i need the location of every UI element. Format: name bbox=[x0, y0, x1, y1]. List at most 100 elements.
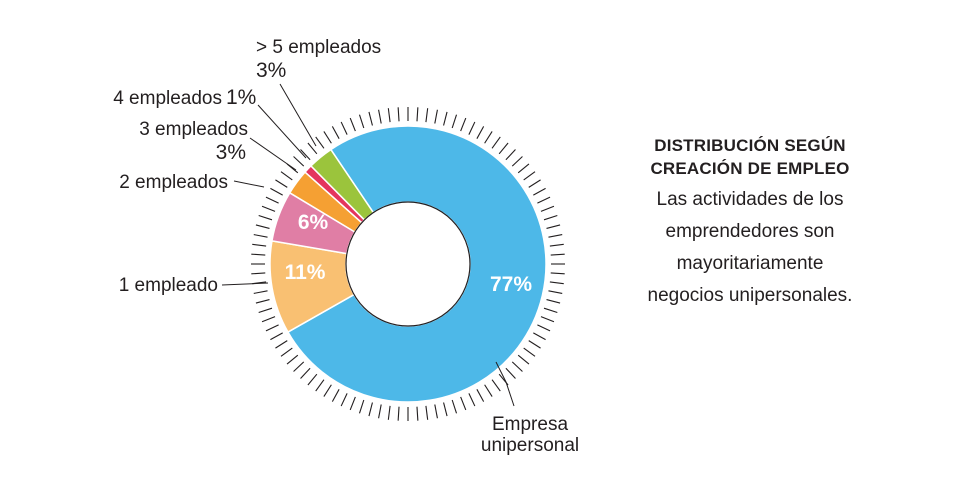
tick-mark bbox=[300, 367, 311, 379]
description-line1: Las actividades de los bbox=[656, 189, 844, 210]
leader-1-empleado bbox=[221, 282, 269, 286]
description-title-line1: DISTRIBUCIÓN SEGÚN bbox=[654, 136, 846, 155]
tick-mark bbox=[340, 393, 348, 407]
tick-mark bbox=[280, 347, 293, 357]
tick-mark bbox=[468, 393, 476, 407]
tick-mark bbox=[275, 340, 288, 349]
value-label-6: 6% bbox=[298, 211, 329, 234]
tick-mark bbox=[349, 117, 356, 132]
tick-mark bbox=[323, 384, 332, 397]
tick-mark bbox=[546, 299, 561, 304]
description-text: Las actividades de los emprendedores son… bbox=[612, 184, 888, 312]
leader-3-empleados bbox=[249, 137, 297, 171]
tick-mark bbox=[270, 332, 283, 341]
tick-mark bbox=[286, 354, 299, 365]
tick-mark bbox=[523, 171, 536, 181]
tick-mark bbox=[460, 117, 467, 132]
description-line4: negocios unipersonales. bbox=[647, 285, 853, 306]
tick-mark bbox=[548, 234, 563, 238]
tick-mark bbox=[476, 389, 485, 402]
tick-mark bbox=[451, 114, 458, 129]
tick-mark bbox=[368, 402, 373, 417]
tick-mark bbox=[491, 136, 501, 149]
tick-mark bbox=[323, 131, 332, 144]
tick-mark bbox=[533, 187, 546, 196]
tick-mark bbox=[255, 224, 270, 229]
tick-mark bbox=[349, 396, 356, 411]
tick-mark bbox=[253, 234, 268, 238]
tick-mark bbox=[378, 404, 382, 419]
label-3-empleados: 3 empleados bbox=[139, 119, 248, 140]
tick-mark bbox=[443, 111, 448, 126]
tick-ring bbox=[251, 107, 565, 421]
leader-2-empleados bbox=[233, 180, 265, 188]
leader-5-empleados bbox=[279, 83, 317, 147]
label-5-empleados: > 5 empleados bbox=[256, 37, 381, 58]
tick-mark bbox=[468, 121, 476, 135]
donut-chart: 77% 11% 6% Empresa unipersonal 1 emplead… bbox=[113, 37, 579, 456]
tick-mark bbox=[498, 142, 509, 155]
tick-mark bbox=[280, 171, 293, 181]
tick-mark bbox=[293, 361, 305, 372]
tick-mark bbox=[540, 205, 555, 212]
tick-mark bbox=[549, 281, 564, 285]
tick-mark bbox=[537, 324, 551, 332]
tick-mark bbox=[252, 243, 267, 247]
label-unipersonal: unipersonal bbox=[481, 435, 579, 456]
value-label-11: 11% bbox=[285, 261, 326, 284]
label-4-empleados-pct: 1% bbox=[226, 86, 256, 109]
tick-mark bbox=[511, 361, 523, 372]
tick-mark bbox=[476, 126, 485, 139]
tick-mark bbox=[265, 324, 279, 332]
tick-mark bbox=[251, 272, 266, 275]
description-title: DISTRIBUCIÓN SEGÚN CREACIÓN DE EMPLEO bbox=[612, 134, 888, 180]
inner-ring bbox=[345, 201, 471, 327]
tick-mark bbox=[549, 243, 564, 247]
tick-mark bbox=[258, 307, 273, 314]
tick-mark bbox=[331, 126, 340, 139]
description-title-line2: CREACIÓN DE EMPLEO bbox=[650, 159, 850, 178]
tick-mark bbox=[315, 136, 325, 149]
tick-mark bbox=[253, 290, 268, 294]
label-1-empleado: 1 empleado bbox=[119, 275, 218, 296]
tick-mark bbox=[460, 396, 467, 411]
tick-mark bbox=[550, 253, 565, 256]
tick-mark bbox=[491, 379, 501, 392]
tick-mark bbox=[358, 114, 365, 129]
tick-mark bbox=[511, 156, 523, 167]
label-5-empleados-pct: 3% bbox=[256, 59, 286, 82]
tick-mark bbox=[258, 214, 273, 221]
tick-mark bbox=[416, 406, 419, 421]
tick-mark bbox=[505, 149, 516, 161]
description-panel: DISTRIBUCIÓN SEGÚN CREACIÓN DE EMPLEO La… bbox=[612, 134, 888, 312]
tick-mark bbox=[543, 307, 558, 314]
tick-mark bbox=[425, 108, 429, 123]
tick-mark bbox=[484, 131, 493, 144]
tick-mark bbox=[517, 354, 530, 365]
tick-mark bbox=[505, 367, 516, 379]
tick-mark bbox=[261, 205, 276, 212]
value-label-77: 77% bbox=[490, 273, 532, 296]
tick-mark bbox=[387, 108, 391, 123]
tick-mark bbox=[275, 179, 288, 188]
donut-slices bbox=[269, 125, 547, 403]
tick-mark bbox=[528, 179, 541, 188]
tick-mark bbox=[543, 214, 558, 221]
tick-mark bbox=[397, 107, 400, 122]
tick-mark bbox=[307, 142, 318, 155]
tick-mark bbox=[540, 316, 555, 323]
tick-mark bbox=[451, 399, 458, 414]
tick-mark bbox=[340, 121, 348, 135]
label-empresa: Empresa bbox=[492, 414, 568, 435]
tick-mark bbox=[537, 196, 551, 204]
tick-mark bbox=[550, 272, 565, 275]
tick-mark bbox=[517, 163, 530, 174]
tick-mark bbox=[533, 332, 546, 341]
tick-mark bbox=[270, 187, 283, 196]
tick-mark bbox=[255, 299, 270, 304]
leader-lines bbox=[221, 83, 515, 407]
tick-mark bbox=[523, 347, 536, 357]
tick-mark bbox=[261, 316, 276, 323]
tick-mark bbox=[546, 224, 561, 229]
tick-mark bbox=[265, 196, 279, 204]
